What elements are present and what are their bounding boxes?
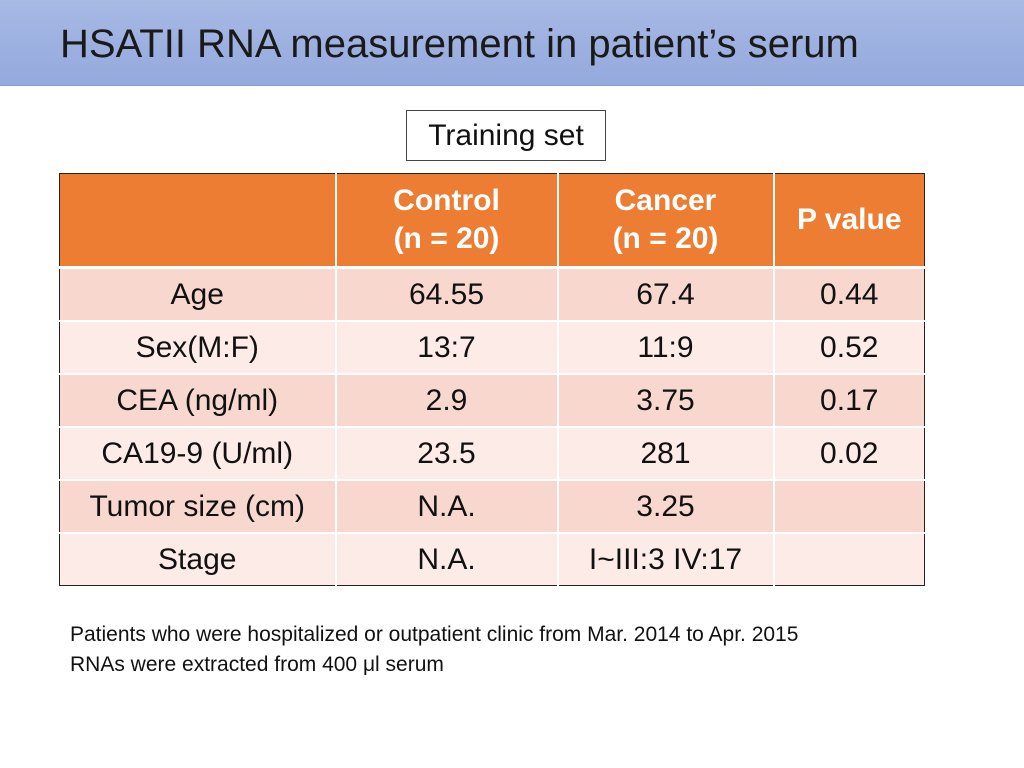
title-bar: HSATII RNA measurement in patient’s seru… [0, 0, 1024, 86]
table-row: CA19-9 (U/ml) 23.5 281 0.02 [59, 427, 925, 481]
row-label: CEA (ng/ml) [59, 374, 337, 428]
control-value: 64.55 [335, 267, 559, 322]
cancer-value: 11:9 [557, 321, 775, 375]
cancer-value: I~III:3 IV:17 [557, 533, 775, 586]
row-label: Stage [59, 533, 337, 586]
header-cancer-count: (n = 20) [612, 222, 719, 255]
cancer-value: 281 [557, 427, 775, 481]
control-value: 23.5 [335, 427, 559, 481]
table-row: CEA (ng/ml) 2.9 3.75 0.17 [59, 374, 925, 428]
table-row: Stage N.A. I~III:3 IV:17 [59, 533, 925, 586]
table-row: Sex(M:F) 13:7 11:9 0.52 [59, 321, 925, 375]
table-header-row: Control (n = 20) Cancer (n = 20) P value [59, 173, 925, 269]
p-value [773, 533, 925, 586]
patient-characteristics-table: Control (n = 20) Cancer (n = 20) P value… [59, 173, 925, 586]
footnote-patients: Patients who were hospitalized or outpat… [70, 623, 799, 646]
p-value: 0.52 [773, 321, 925, 375]
header-control-label: Control [393, 184, 500, 217]
p-value: 0.17 [773, 374, 925, 428]
cancer-value: 3.25 [557, 480, 775, 534]
header-cancer-label: Cancer [614, 184, 717, 217]
training-set-label: Training set [406, 110, 606, 161]
header-pvalue-label: P value [796, 203, 902, 236]
cancer-value: 3.75 [557, 374, 775, 428]
control-value: N.A. [335, 533, 559, 586]
control-value: N.A. [335, 480, 559, 534]
row-label: Age [59, 267, 337, 322]
row-label: Tumor size (cm) [59, 480, 337, 534]
control-value: 13:7 [335, 321, 559, 375]
header-control-count: (n = 20) [393, 222, 500, 255]
row-label: CA19-9 (U/ml) [59, 427, 337, 481]
header-cell-pvalue: P value [773, 173, 925, 269]
table-row: Tumor size (cm) N.A. 3.25 [59, 480, 925, 534]
footnote-rna-extraction: RNAs were extracted from 400 μl serum [70, 653, 444, 676]
p-value: 0.44 [773, 267, 925, 322]
slide-title: HSATII RNA measurement in patient’s seru… [60, 22, 859, 66]
header-cell-control: Control (n = 20) [335, 173, 559, 269]
row-label: Sex(M:F) [59, 321, 337, 375]
p-value: 0.02 [773, 427, 925, 481]
control-value: 2.9 [335, 374, 559, 428]
header-cell-cancer: Cancer (n = 20) [557, 173, 775, 269]
cancer-value: 67.4 [557, 267, 775, 322]
table-row: Age 64.55 67.4 0.44 [59, 267, 925, 322]
header-cell-blank [59, 173, 337, 269]
footnotes: Patients who were hospitalized or outpat… [70, 620, 798, 680]
p-value [773, 480, 925, 534]
